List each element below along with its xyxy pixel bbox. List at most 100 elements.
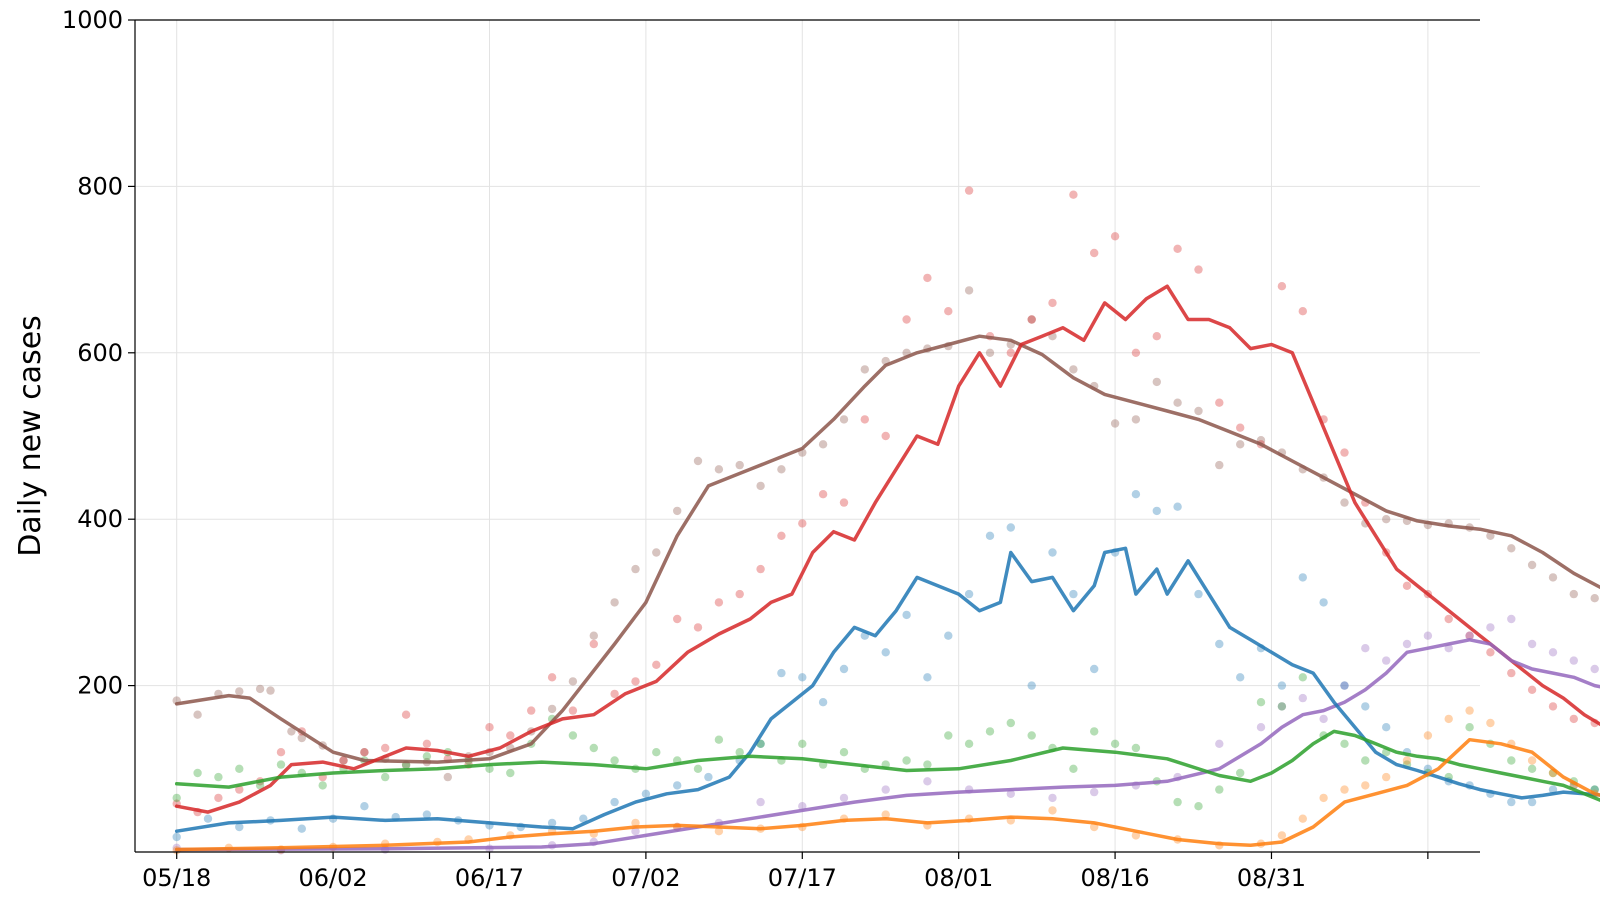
madagascar-point	[1236, 673, 1245, 682]
rwanda-point	[1319, 793, 1328, 803]
namibia-line	[174, 638, 1600, 852]
kenya-point	[652, 660, 661, 669]
algeria-point	[1590, 594, 1599, 603]
y-tick-label: 200	[77, 672, 123, 700]
senegal-point	[485, 764, 494, 773]
x-tick-label: 08/31	[1237, 864, 1306, 892]
algeria-point	[360, 748, 369, 757]
kenya-point	[1298, 307, 1308, 316]
namibia-point	[631, 827, 640, 836]
namibia-point	[1215, 739, 1224, 748]
algeria-point	[1340, 498, 1349, 507]
namibia-point	[1465, 631, 1474, 640]
rwanda-point	[1277, 831, 1287, 840]
madagascar-point	[1006, 523, 1015, 532]
namibia-point	[1507, 614, 1516, 624]
kenya-point	[568, 706, 578, 715]
algeria-point	[255, 684, 265, 694]
kenya-point	[381, 743, 390, 753]
madagascar-point	[777, 668, 786, 678]
namibia-point	[1402, 639, 1412, 649]
senegal-point	[693, 764, 703, 773]
kenya-point	[693, 623, 703, 632]
kenya-point	[527, 706, 536, 715]
kenya-point	[1194, 265, 1203, 274]
algeria-point	[1069, 365, 1078, 374]
algeria-point	[339, 756, 348, 765]
kenya-point	[714, 598, 724, 607]
kenya-point	[1069, 190, 1078, 199]
kenya-point	[1215, 398, 1224, 407]
kenya-point	[1027, 315, 1036, 324]
kenya-point	[1527, 685, 1537, 694]
algeria-point	[1486, 531, 1495, 540]
algeria-point	[568, 677, 578, 686]
madagascar-point	[1361, 702, 1370, 711]
senegal-point	[568, 731, 578, 740]
madagascar-point	[1298, 573, 1308, 582]
rwanda-point	[1486, 718, 1495, 728]
kenya-point	[1152, 332, 1162, 341]
senegal-point	[1298, 673, 1308, 682]
kenya-point	[339, 756, 348, 765]
namibia-point	[1486, 623, 1495, 632]
kenya-point	[1006, 348, 1015, 357]
madagascar-point	[1423, 764, 1433, 773]
kenya-point	[839, 498, 849, 507]
rwanda-point	[1340, 785, 1349, 794]
madagascar-point	[704, 772, 713, 782]
algeria-point	[1027, 315, 1036, 324]
kenya-point	[276, 748, 286, 757]
senegal-point	[839, 748, 849, 757]
algeria-line	[174, 334, 1600, 764]
senegal-point	[1173, 797, 1182, 807]
x-tick-label: 05/18	[142, 864, 211, 892]
senegal-point	[944, 731, 953, 740]
algeria-point	[1194, 406, 1203, 416]
algeria-point	[818, 440, 828, 449]
algeria-point	[1236, 440, 1245, 449]
namibia-point	[1319, 714, 1328, 724]
kenya-point	[798, 519, 807, 528]
madagascar-point	[610, 797, 619, 807]
namibia-point	[1090, 787, 1099, 797]
algeria-point	[693, 456, 703, 466]
madagascar-point	[641, 789, 651, 798]
y-tick-label: 1000	[62, 6, 123, 34]
namibia-point	[1527, 639, 1537, 649]
senegal-point	[985, 727, 995, 736]
y-tick-label: 800	[77, 172, 123, 200]
senegal-line	[174, 729, 1600, 802]
kenya-point	[1444, 614, 1453, 624]
madagascar-point	[1382, 723, 1391, 732]
algeria-point	[1382, 515, 1391, 524]
senegal-point	[735, 748, 744, 757]
kenya-point	[964, 186, 974, 195]
y-axis-title: Daily new cases	[13, 315, 48, 557]
x-tick-label: 08/16	[1080, 864, 1149, 892]
kenya-point	[673, 614, 682, 624]
madagascar-point	[1027, 681, 1036, 690]
algeria-point	[401, 761, 411, 770]
madagascar-point	[1090, 664, 1099, 674]
madagascar-point	[1527, 797, 1537, 807]
senegal-point	[902, 756, 911, 765]
kenya-point	[756, 564, 765, 574]
senegal-point	[1527, 764, 1537, 773]
algeria-point	[287, 727, 296, 736]
kenya-point	[1277, 282, 1287, 291]
senegal-point	[652, 748, 661, 757]
madagascar-point	[923, 673, 932, 682]
rwanda-line	[174, 737, 1600, 852]
madagascar-point	[902, 610, 911, 620]
senegal-point	[276, 760, 286, 769]
madagascar-point	[579, 814, 588, 823]
y-axis-ticks: 200 400 600 800 1000	[62, 6, 135, 700]
series-lines	[174, 284, 1600, 852]
madagascar-point	[1319, 598, 1328, 607]
x-tick-label: 06/17	[455, 864, 524, 892]
namibia-point	[1277, 702, 1287, 711]
madagascar-point	[798, 673, 807, 682]
kenya-point	[1090, 248, 1099, 258]
kenya-point	[1486, 648, 1495, 657]
